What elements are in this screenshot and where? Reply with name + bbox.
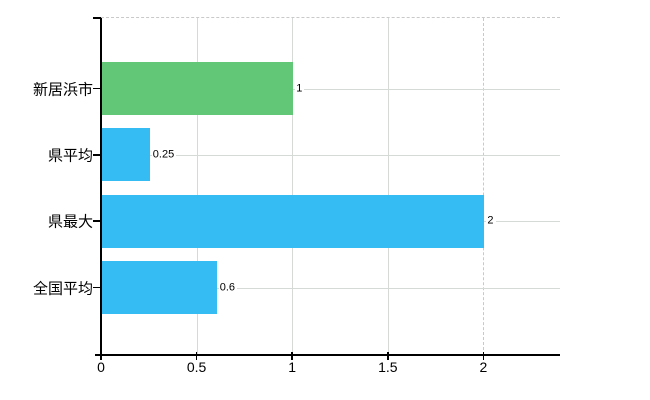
category-gridline <box>101 288 560 289</box>
x-tick-label: 1 <box>288 359 297 375</box>
category-label: 全国平均 <box>32 280 93 298</box>
y-axis-line <box>100 18 102 355</box>
bar[interactable] <box>102 62 294 115</box>
y-axis-tick <box>93 220 101 222</box>
x-gridline <box>196 18 198 355</box>
bar[interactable] <box>102 128 150 182</box>
x-axis-tick <box>100 352 102 360</box>
plot-top-dashed-gridline <box>101 17 560 18</box>
x-gridline-dashed <box>483 18 485 355</box>
x-gridline <box>387 18 389 355</box>
bar-value-label: 0.6 <box>218 281 238 295</box>
category-gridline <box>101 155 560 156</box>
category-label: 新居浜市 <box>32 81 93 98</box>
y-axis-tick <box>93 286 101 289</box>
x-tick-label: 0.5 <box>186 359 207 375</box>
bar-value-label: 2 <box>486 214 496 228</box>
category-gridline <box>101 89 560 90</box>
y-axis-top-tick <box>93 17 101 19</box>
category-label: 県平均 <box>47 147 93 165</box>
x-axis-line <box>95 354 560 356</box>
x-axis-tick <box>291 352 293 360</box>
y-axis-tick <box>93 154 101 156</box>
category-label: 県最大 <box>47 213 93 231</box>
x-tick-label: 2 <box>479 359 488 375</box>
x-gridline <box>292 18 294 355</box>
x-axis-tick <box>482 352 485 360</box>
bar-value-label: 0.25 <box>151 148 177 162</box>
x-tick-label: 1.5 <box>378 359 398 375</box>
bar-value-label: 1 <box>295 82 305 95</box>
x-tick-label: 0 <box>97 359 105 375</box>
bar[interactable] <box>102 194 485 248</box>
bar[interactable] <box>102 261 217 315</box>
x-axis-tick <box>387 352 389 360</box>
y-axis-tick <box>93 87 101 90</box>
x-axis-tick <box>195 352 198 360</box>
